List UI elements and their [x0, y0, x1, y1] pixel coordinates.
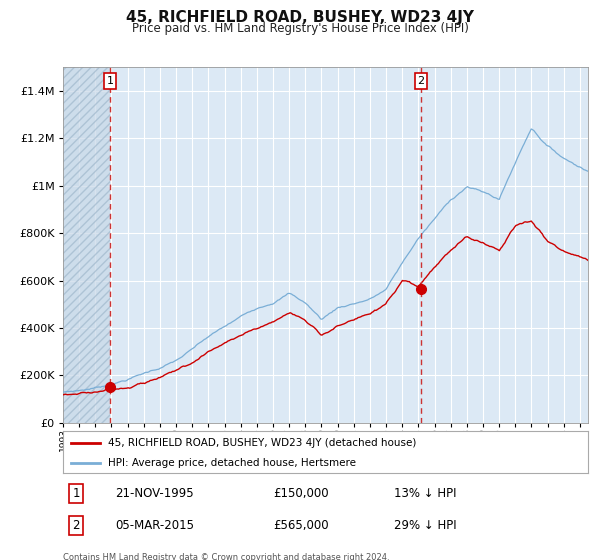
- Text: 1: 1: [106, 76, 113, 86]
- Text: 21-NOV-1995: 21-NOV-1995: [115, 487, 194, 500]
- Text: £150,000: £150,000: [273, 487, 329, 500]
- Text: 2: 2: [73, 519, 80, 532]
- Text: Contains HM Land Registry data © Crown copyright and database right 2024.
This d: Contains HM Land Registry data © Crown c…: [63, 553, 389, 560]
- Bar: [63, 67, 110, 423]
- Text: 45, RICHFIELD ROAD, BUSHEY, WD23 4JY: 45, RICHFIELD ROAD, BUSHEY, WD23 4JY: [126, 10, 474, 25]
- Text: 1: 1: [73, 487, 80, 500]
- Text: £565,000: £565,000: [273, 519, 329, 532]
- Text: 05-MAR-2015: 05-MAR-2015: [115, 519, 194, 532]
- Text: 13% ↓ HPI: 13% ↓ HPI: [394, 487, 456, 500]
- Text: 45, RICHFIELD ROAD, BUSHEY, WD23 4JY (detached house): 45, RICHFIELD ROAD, BUSHEY, WD23 4JY (de…: [107, 438, 416, 448]
- Text: Price paid vs. HM Land Registry's House Price Index (HPI): Price paid vs. HM Land Registry's House …: [131, 22, 469, 35]
- Text: 29% ↓ HPI: 29% ↓ HPI: [394, 519, 457, 532]
- Text: 2: 2: [418, 76, 425, 86]
- Text: HPI: Average price, detached house, Hertsmere: HPI: Average price, detached house, Hert…: [107, 458, 356, 468]
